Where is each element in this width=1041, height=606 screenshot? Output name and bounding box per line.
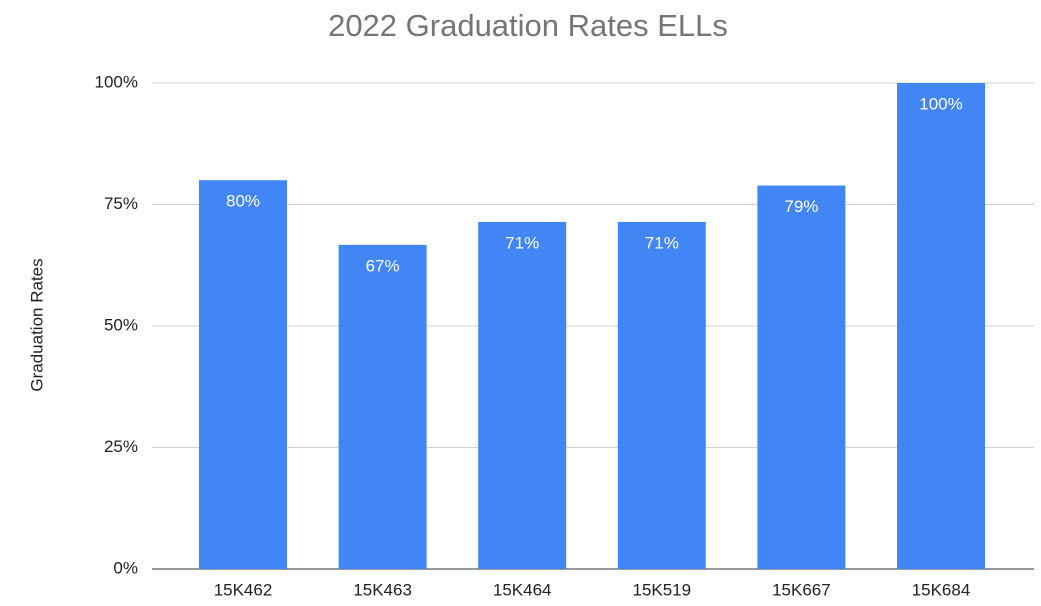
bar [478, 221, 567, 569]
bar [757, 185, 846, 569]
bar [617, 221, 706, 569]
y-tick-label: 50% [104, 315, 138, 334]
x-tick-label: 15K464 [493, 580, 552, 599]
bar [338, 244, 427, 569]
x-tick-label: 15K463 [353, 580, 412, 599]
bar [199, 180, 287, 569]
value-label: 71% [505, 233, 539, 252]
value-label: 79% [784, 197, 818, 216]
value-label: 67% [366, 256, 400, 275]
x-tick-label: 15K519 [632, 580, 691, 599]
x-tick-label: 15K684 [912, 580, 971, 599]
value-label: 80% [226, 192, 260, 211]
value-label: 71% [645, 233, 679, 252]
y-tick-label: 100% [95, 72, 138, 91]
x-tick-label: 15K462 [214, 580, 273, 599]
x-tick-label: 15K667 [772, 580, 831, 599]
bar [897, 83, 985, 569]
y-tick-label: 25% [104, 437, 138, 456]
y-tick-label: 75% [104, 194, 138, 213]
value-label: 100% [919, 94, 962, 113]
chart-title: 2022 Graduation Rates ELLs [328, 8, 728, 43]
y-tick-label: 0% [113, 558, 138, 577]
y-axis-label: Graduation Rates [27, 258, 46, 391]
